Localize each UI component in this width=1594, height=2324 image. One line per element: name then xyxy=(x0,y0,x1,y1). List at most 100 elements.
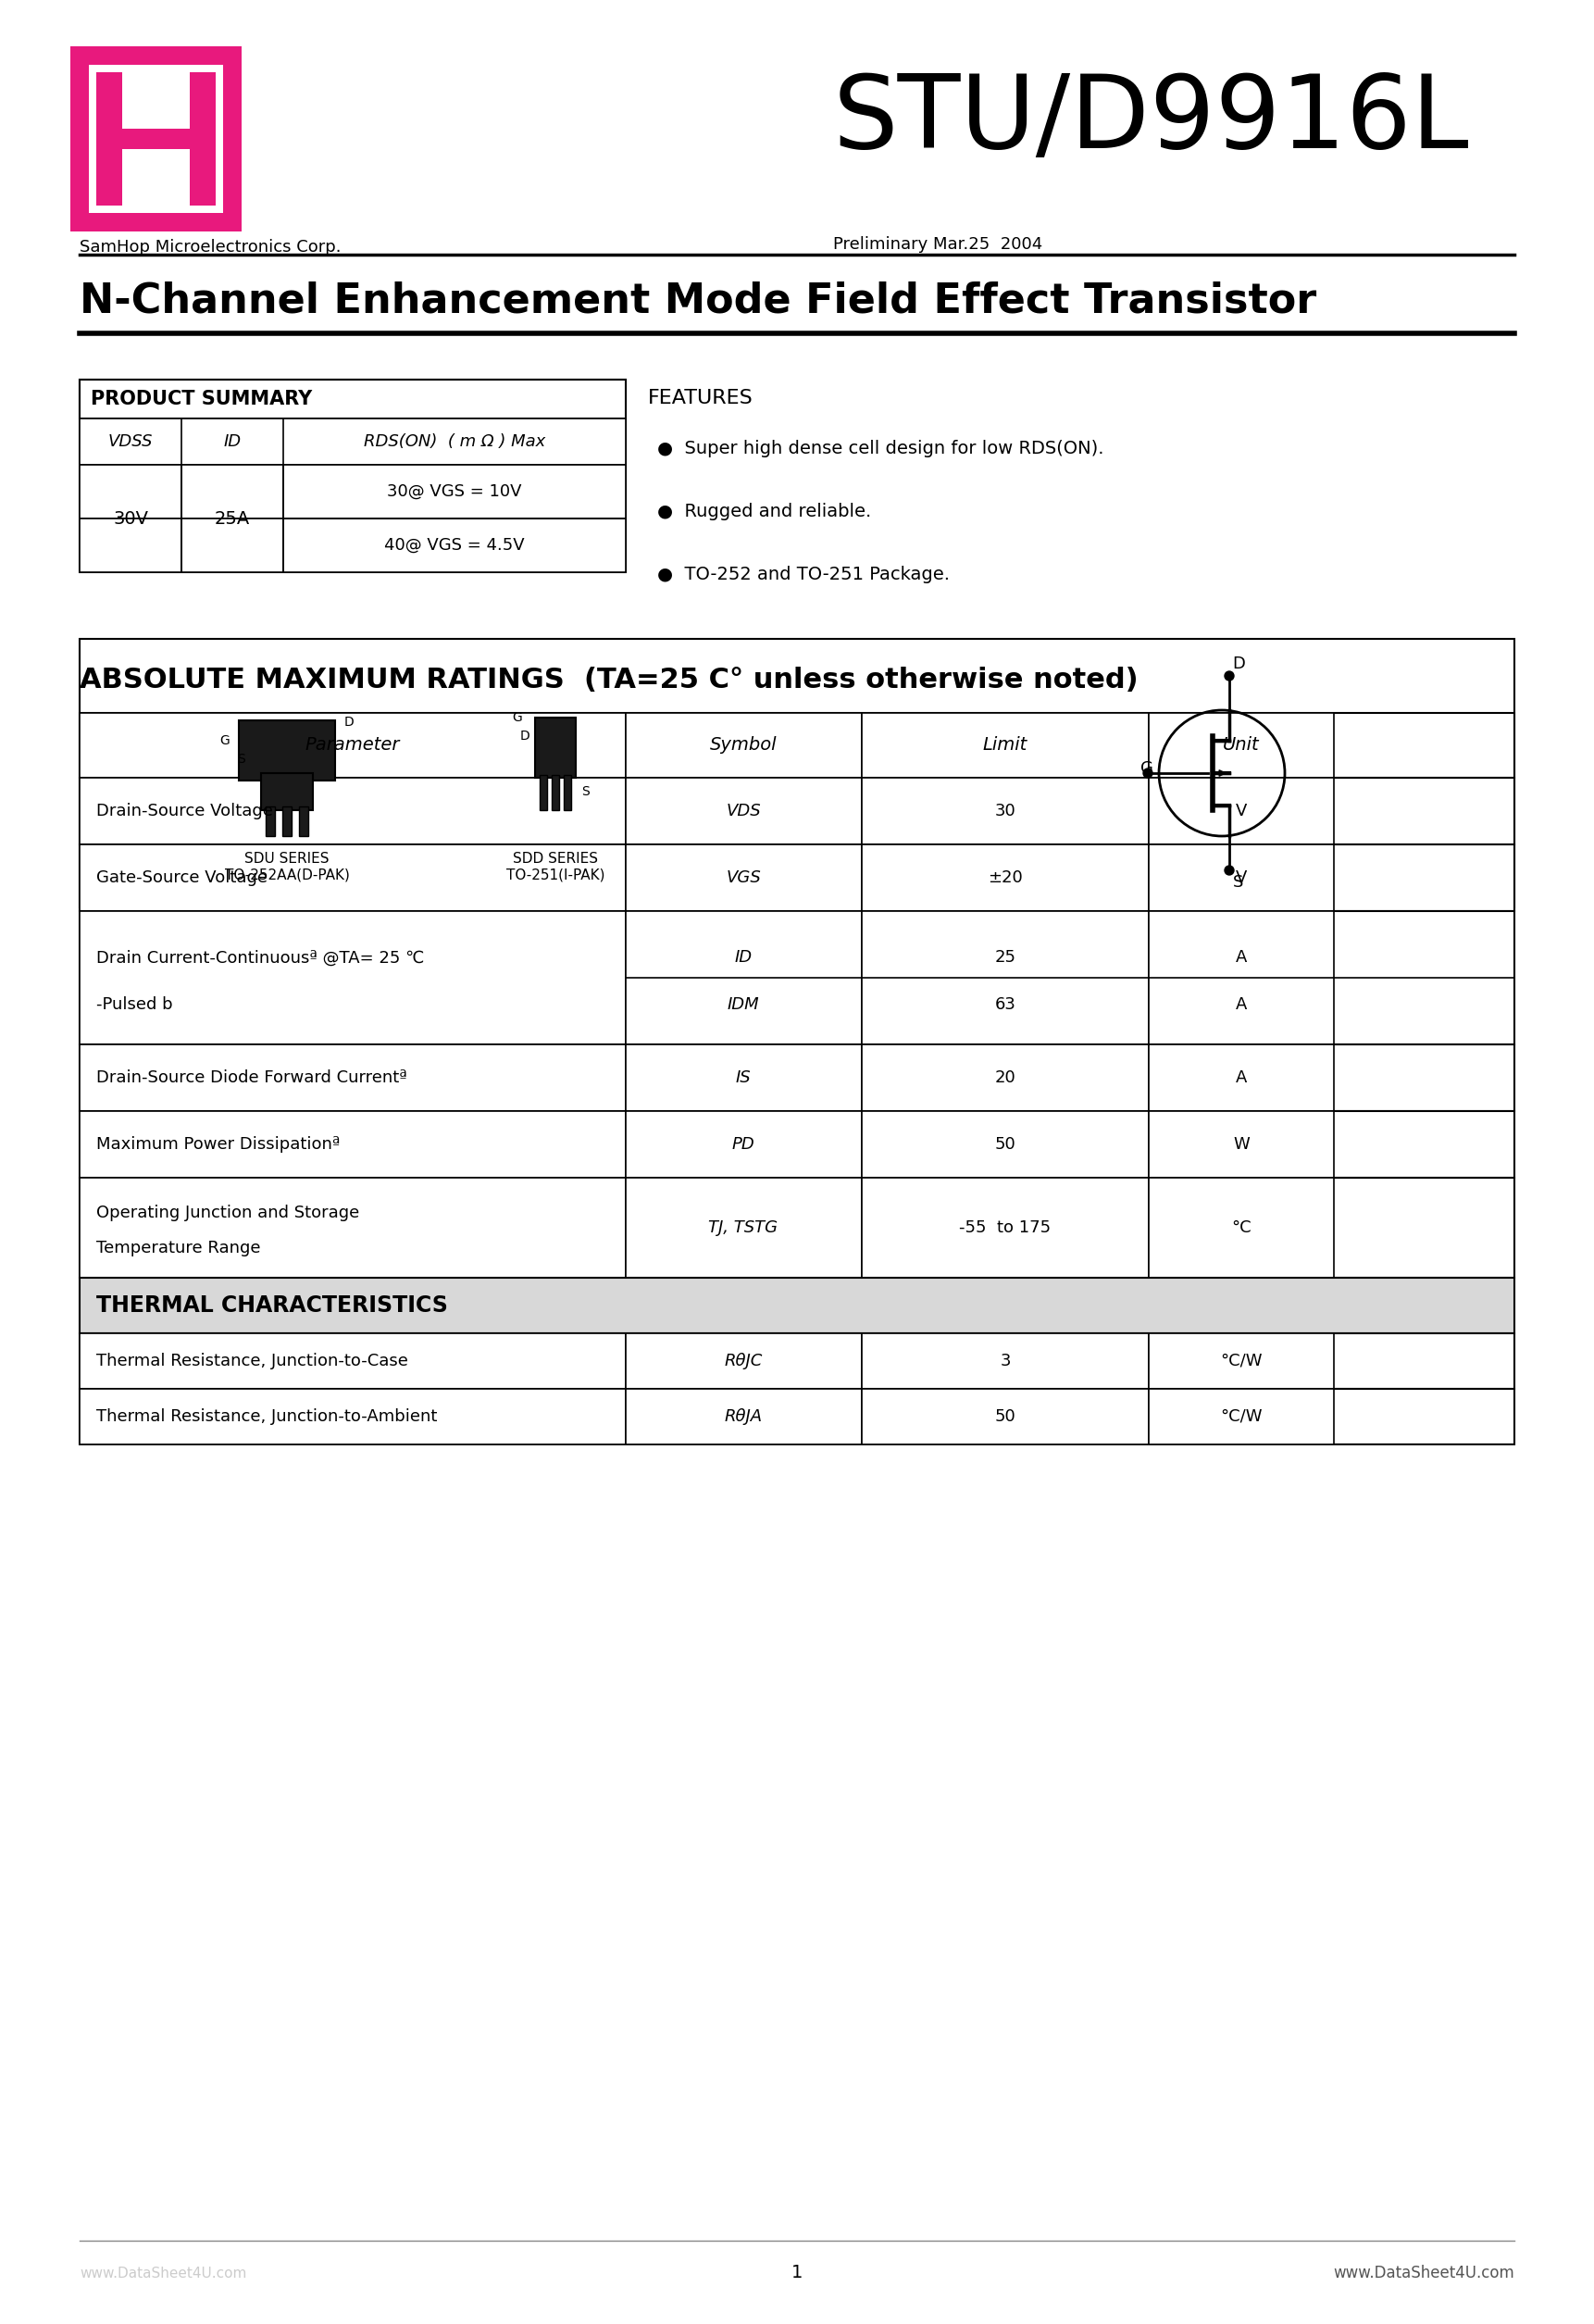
Bar xyxy=(564,774,571,811)
Text: www.DataSheet4U.com: www.DataSheet4U.com xyxy=(1333,2266,1514,2282)
Text: V: V xyxy=(1235,869,1247,885)
Bar xyxy=(626,911,862,1043)
Text: www.DataSheet4U.com: www.DataSheet4U.com xyxy=(80,2266,247,2280)
Bar xyxy=(862,844,1149,911)
Text: 50: 50 xyxy=(995,1136,1015,1153)
Bar xyxy=(239,720,335,781)
Text: ID: ID xyxy=(223,432,241,451)
Bar xyxy=(80,1178,626,1278)
Text: N-Channel Enhancement Mode Field Effect Transistor: N-Channel Enhancement Mode Field Effect … xyxy=(80,281,1317,321)
Text: THERMAL CHARACTERISTICS: THERMAL CHARACTERISTICS xyxy=(96,1294,448,1318)
Text: 40@ VGS = 4.5V: 40@ VGS = 4.5V xyxy=(384,537,524,553)
Text: -55  to 175: -55 to 175 xyxy=(960,1220,1050,1236)
Text: Unit: Unit xyxy=(1223,737,1259,755)
Bar xyxy=(80,379,626,418)
Circle shape xyxy=(1224,672,1234,681)
Bar xyxy=(80,1111,626,1178)
Text: IS: IS xyxy=(735,1069,751,1085)
Text: ID: ID xyxy=(735,951,752,967)
Text: SDU SERIES
TO-252AA(D-PAK): SDU SERIES TO-252AA(D-PAK) xyxy=(225,851,349,881)
Bar xyxy=(80,1178,1514,1278)
Bar xyxy=(536,718,575,779)
Text: ±20: ±20 xyxy=(988,869,1023,885)
Text: Thermal Resistance, Junction-to-Case: Thermal Resistance, Junction-to-Case xyxy=(96,1353,408,1369)
Bar xyxy=(862,1178,1149,1278)
Text: FEATURES: FEATURES xyxy=(649,388,754,407)
Bar xyxy=(80,844,1514,911)
Text: VDSS: VDSS xyxy=(108,432,153,451)
Text: -Pulsed b: -Pulsed b xyxy=(96,997,172,1013)
Bar xyxy=(626,713,862,779)
Text: D: D xyxy=(344,716,354,730)
Bar xyxy=(80,713,1514,779)
Bar xyxy=(862,1334,1149,1390)
Circle shape xyxy=(1224,867,1234,874)
Text: VDS: VDS xyxy=(725,802,760,820)
Text: RθJC: RθJC xyxy=(724,1353,762,1369)
Bar xyxy=(1149,1334,1334,1390)
Text: 25: 25 xyxy=(995,951,1015,967)
Bar xyxy=(626,779,862,844)
Bar xyxy=(862,1043,1149,1111)
Bar xyxy=(80,1390,626,1446)
Bar xyxy=(80,56,233,223)
Bar xyxy=(80,844,626,911)
Text: Drain-Source Voltage: Drain-Source Voltage xyxy=(96,802,273,820)
Text: °C/W: °C/W xyxy=(1221,1353,1262,1369)
Bar xyxy=(80,639,1514,906)
Bar xyxy=(626,844,862,911)
Text: V: V xyxy=(1235,802,1247,820)
Text: Maximum Power Dissipationª: Maximum Power Dissipationª xyxy=(96,1136,340,1153)
Bar xyxy=(1149,1390,1334,1446)
Bar xyxy=(1149,1178,1334,1278)
Bar xyxy=(80,1043,1514,1111)
Text: PD: PD xyxy=(732,1136,756,1153)
Bar xyxy=(80,1278,1514,1334)
Bar xyxy=(1149,844,1334,911)
Text: RθJA: RθJA xyxy=(724,1408,762,1425)
Bar xyxy=(80,1043,626,1111)
Bar xyxy=(80,779,1514,844)
Text: 1: 1 xyxy=(791,2264,803,2282)
Bar xyxy=(626,1178,862,1278)
Text: Limit: Limit xyxy=(983,737,1028,755)
Text: RDS(ON)  ( m Ω ) Max: RDS(ON) ( m Ω ) Max xyxy=(363,432,545,451)
Bar xyxy=(1149,713,1334,779)
Bar xyxy=(862,911,1149,1043)
Text: 63: 63 xyxy=(995,997,1015,1013)
Bar xyxy=(1149,779,1334,844)
Bar xyxy=(862,779,1149,844)
Bar xyxy=(80,379,626,572)
Bar xyxy=(80,911,1514,1043)
Bar xyxy=(282,806,292,837)
Text: IDM: IDM xyxy=(727,997,759,1013)
Bar xyxy=(96,128,215,149)
Bar xyxy=(300,806,308,837)
Text: A: A xyxy=(1235,1069,1247,1085)
Text: A: A xyxy=(1235,951,1247,967)
Text: 50: 50 xyxy=(995,1408,1015,1425)
Bar xyxy=(862,713,1149,779)
Bar xyxy=(80,518,626,572)
Text: STU/D9916L: STU/D9916L xyxy=(834,70,1470,170)
Circle shape xyxy=(1143,769,1152,779)
Text: D: D xyxy=(520,730,529,744)
Bar xyxy=(862,1390,1149,1446)
Bar xyxy=(80,1390,1514,1446)
Bar xyxy=(80,1334,1514,1390)
Bar xyxy=(261,774,312,811)
Bar xyxy=(626,1334,862,1390)
Text: Operating Junction and Storage: Operating Junction and Storage xyxy=(96,1204,359,1220)
Text: D: D xyxy=(1232,655,1245,672)
Text: S: S xyxy=(1234,874,1243,890)
Text: Drain-Source Diode Forward Currentª: Drain-Source Diode Forward Currentª xyxy=(96,1069,406,1085)
Text: Drain Current-Continuousª @TA= 25 ℃: Drain Current-Continuousª @TA= 25 ℃ xyxy=(96,951,424,967)
Text: S: S xyxy=(238,753,245,765)
Bar xyxy=(1149,911,1334,1043)
Text: Preliminary Mar.25  2004: Preliminary Mar.25 2004 xyxy=(834,237,1042,253)
Text: Thermal Resistance, Junction-to-Ambient: Thermal Resistance, Junction-to-Ambient xyxy=(96,1408,437,1425)
Text: G: G xyxy=(512,711,523,725)
Text: ●  Rugged and reliable.: ● Rugged and reliable. xyxy=(657,502,872,521)
Bar xyxy=(80,713,626,779)
Text: ●  TO-252 and TO-251 Package.: ● TO-252 and TO-251 Package. xyxy=(657,565,950,583)
